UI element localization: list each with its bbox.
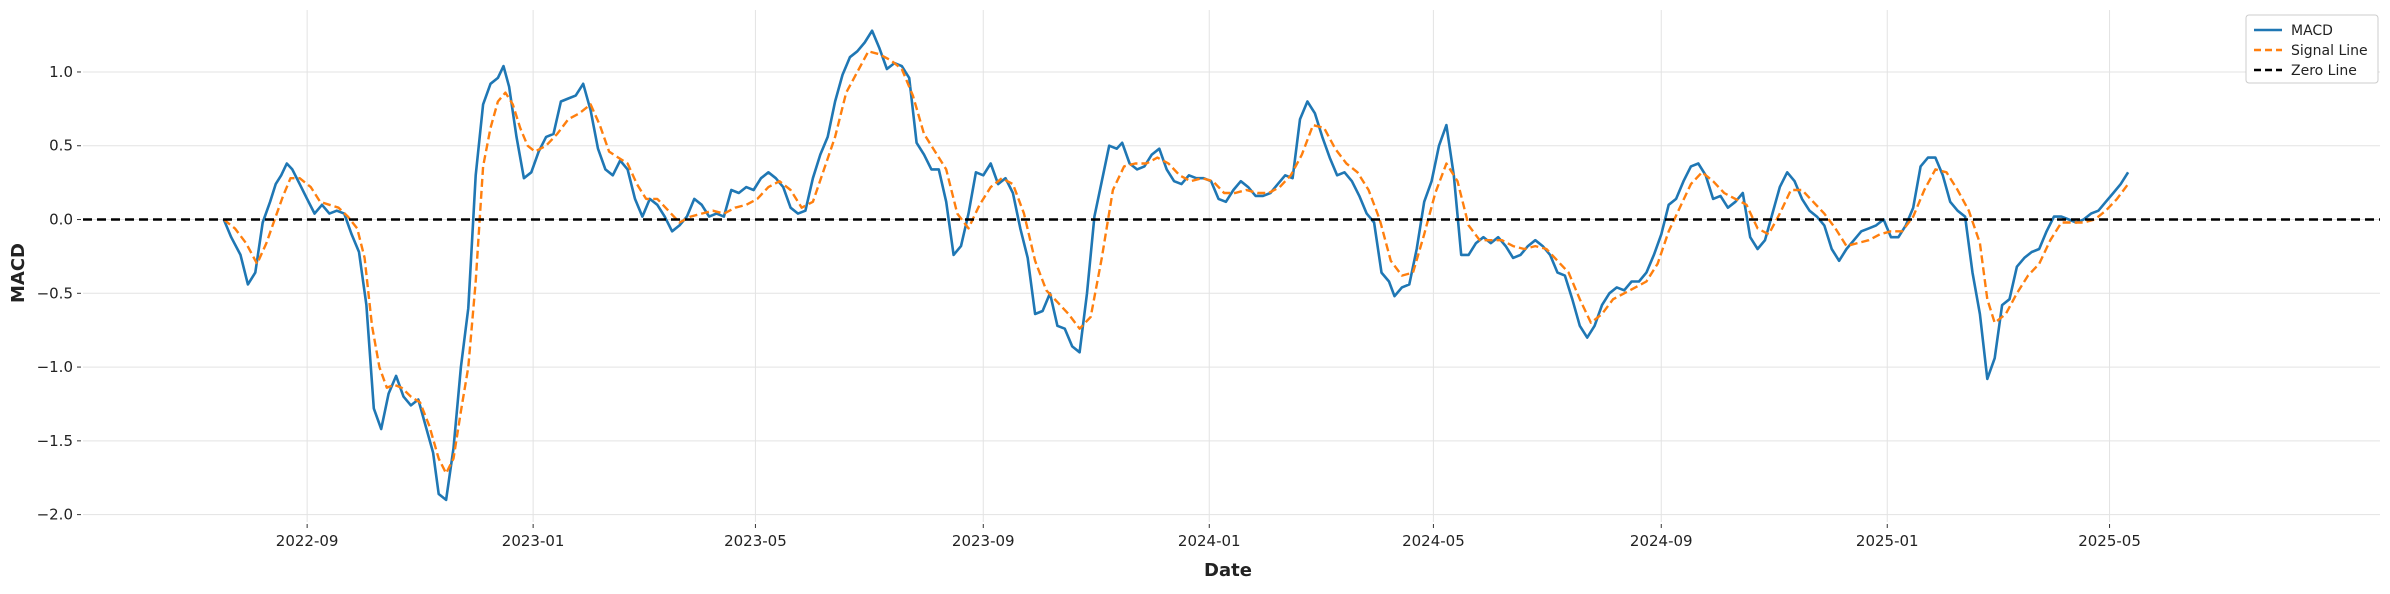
y-tick-label: −0.5 [37,284,73,302]
tick-labels: 1.0 0.5 0.0 −0.5 −1.0 −1.5 −2.0 2022-09 2023-01 2… [37,63,2141,550]
grid-layer [83,10,2380,522]
x-tick-label: 2022-09 [276,532,339,550]
x-tick-label: 2024-01 [1178,532,1241,550]
series-signal-line-line [223,50,2130,475]
x-tick-label: 2023-01 [502,532,565,550]
y-tick-label: −2.0 [37,506,73,524]
legend-label-zero-line: Zero Line [2291,63,2357,79]
series-macd-line [222,29,2130,502]
x-tick-label: 2023-09 [952,532,1015,550]
x-tick-label: 2023-05 [724,532,787,550]
x-axis-label: Date [1204,560,1252,581]
series-layer [83,29,2380,502]
x-tick-label: 2024-09 [1630,532,1693,550]
x-tick-label: 2024-05 [1402,532,1465,550]
y-tick-label: −1.0 [37,358,73,376]
legend: MACD Signal Line Zero Line [2245,14,2379,84]
y-tick-label: 0.0 [49,211,73,229]
x-tick-label: 2025-05 [2078,532,2141,550]
legend-label-signal-line: Signal Line [2291,43,2368,59]
legend-items: MACD Signal Line Zero Line [2254,23,2368,79]
y-tick-label: −1.5 [37,432,73,450]
x-tick-label: 2025-01 [1856,532,1919,550]
y-axis-label: MACD [8,243,29,303]
legend-label-macd: MACD [2291,23,2333,39]
y-tick-label: 0.5 [49,137,73,155]
y-tick-label: 1.0 [49,63,73,81]
legend-frame [2245,14,2379,84]
